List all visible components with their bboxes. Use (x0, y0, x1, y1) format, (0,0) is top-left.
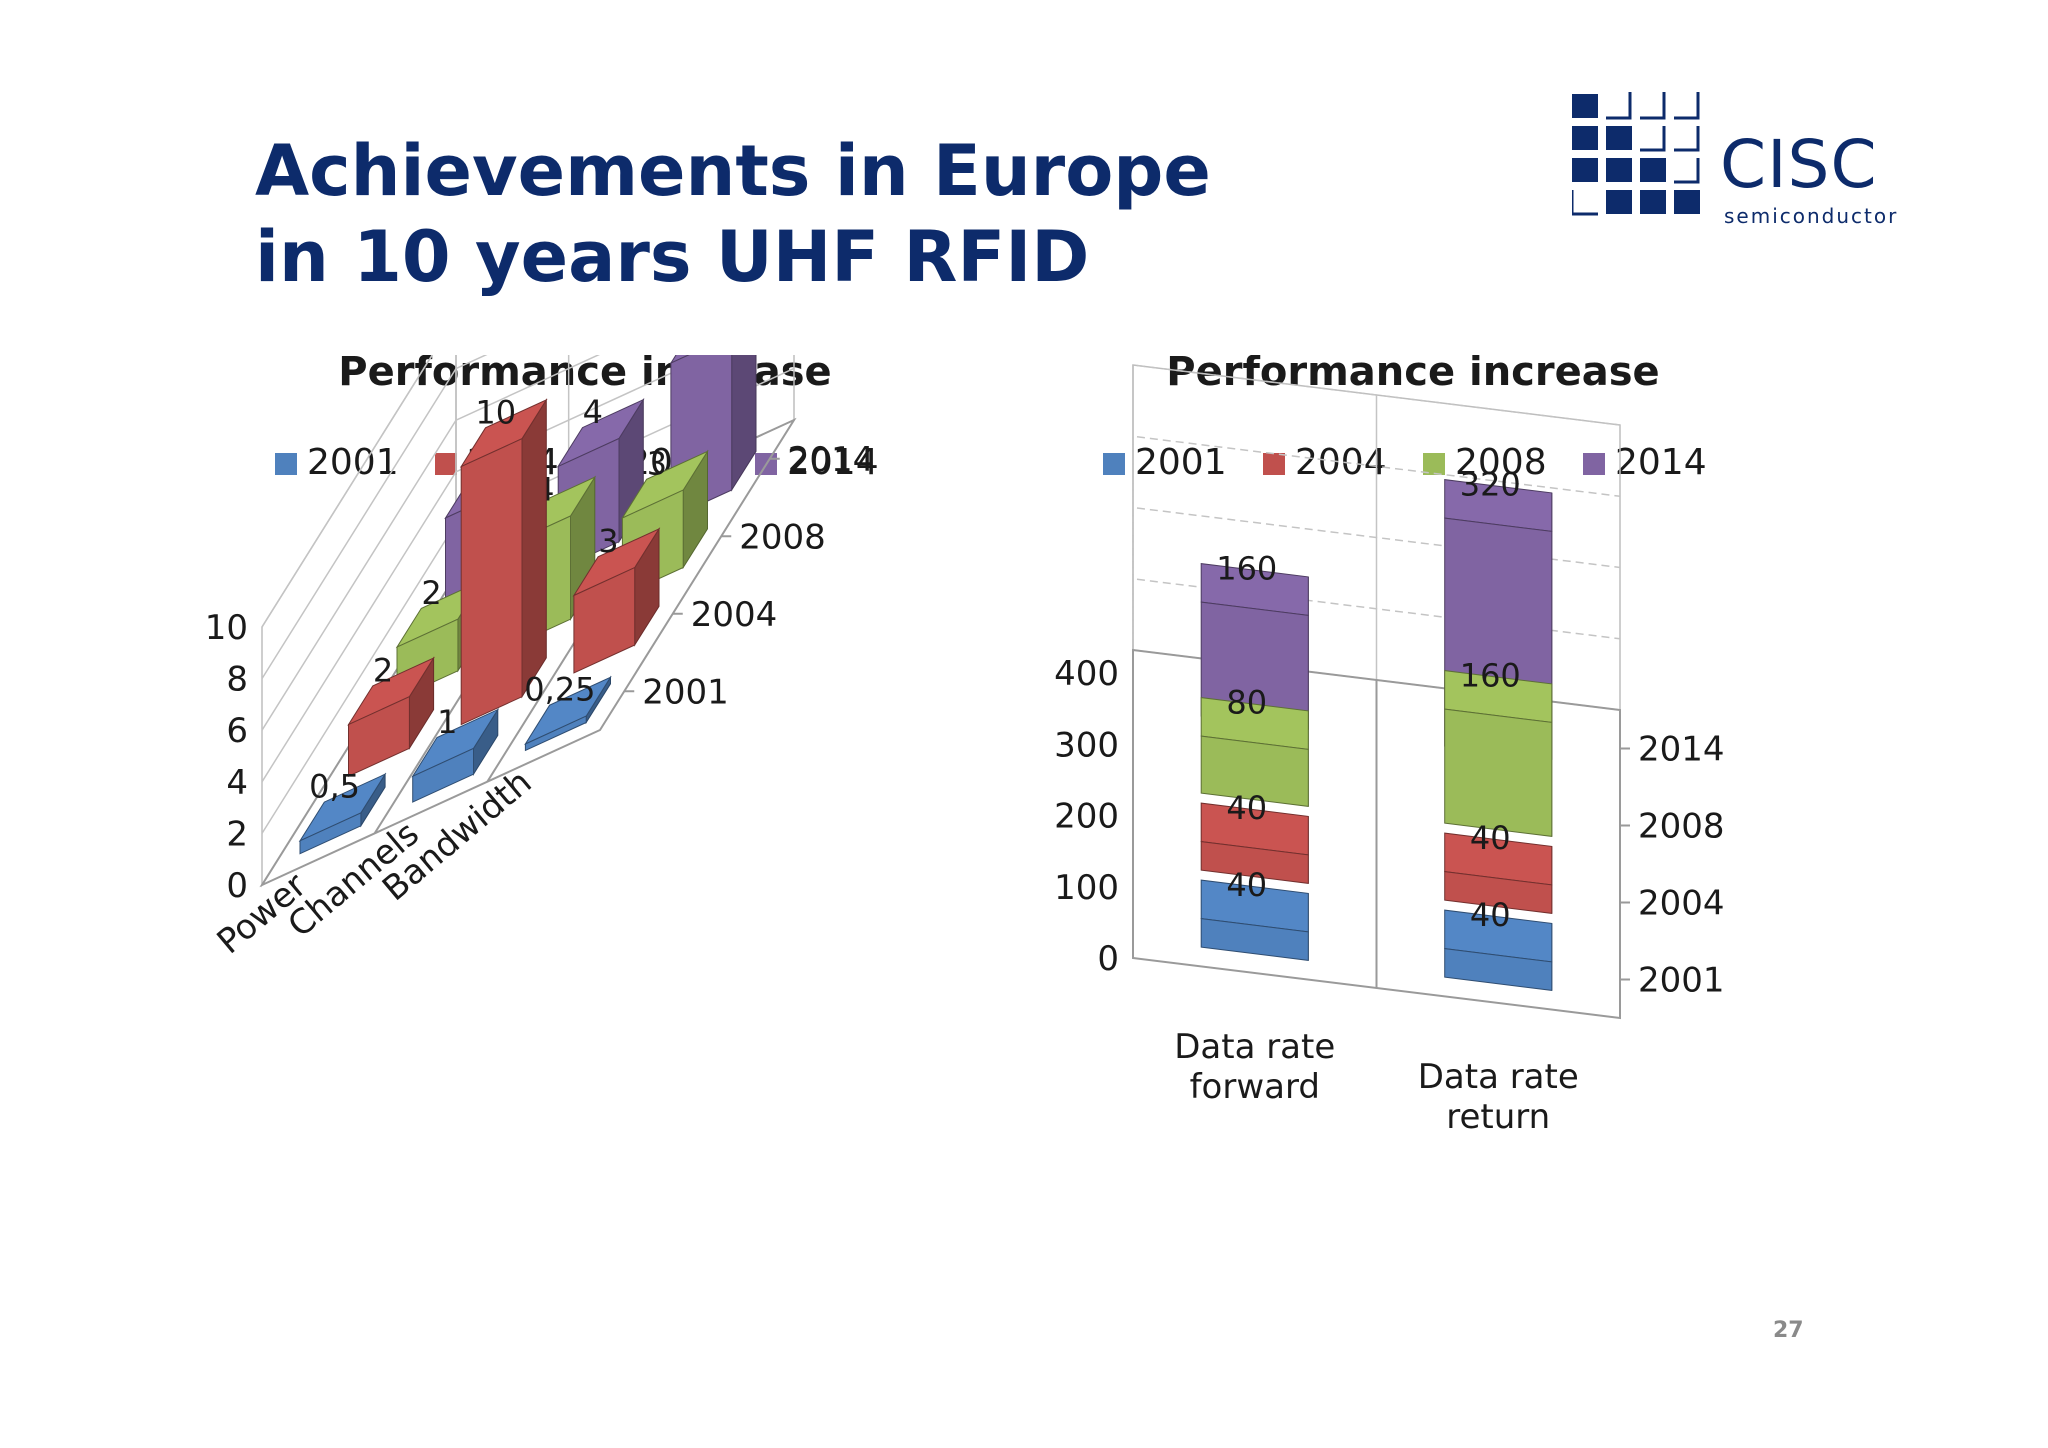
left-data-label: 3 (598, 522, 618, 560)
right-y-tick-label: 200 (1054, 797, 1119, 837)
left-legend-item-2001: 2001 (275, 442, 399, 483)
right-depth-label-2004: 2004 (1638, 884, 1725, 924)
left-y-tick-label: 0 (226, 866, 248, 906)
left-legend-label-2014: 2014 (787, 442, 879, 483)
left-y-tick-label: 4 (226, 763, 248, 803)
right-category-label: Data rate forward (1174, 1027, 1335, 1107)
right-bar-2014-0 (1200, 563, 1309, 730)
right-bar-2004-0 (1200, 802, 1309, 884)
left-data-label: 1 (437, 703, 457, 741)
left-bar-side (521, 398, 547, 699)
right-bar-front (1200, 918, 1309, 961)
right-data-label: 40 (1226, 789, 1267, 827)
right-bar-2001-0 (1200, 879, 1309, 961)
right-legend-label-2004: 2004 (1295, 442, 1387, 483)
right-legend-item-2014: 2014 (1583, 442, 1707, 483)
page-number: 27 (1773, 1318, 1804, 1343)
right-depth-label-2001: 2001 (1638, 961, 1725, 1001)
left-gridline-6 (261, 355, 600, 731)
left-legend-label-2001: 2001 (307, 442, 399, 483)
chart-performance-right: Performance increase 2001 2004 2008 2014 0 100… (1000, 355, 2000, 1185)
right-floor (1132, 648, 1621, 1020)
chart-left-svg: Performance increase20012004200820140246… (205, 355, 879, 962)
left-bar-front (348, 695, 410, 777)
logo-name: CISC (1720, 126, 1878, 203)
left-data-label: 2 (421, 574, 441, 612)
chart-performance-left: Performance increase20012004200820140246… (0, 355, 960, 1185)
right-category-label: Data rate return (1418, 1057, 1579, 1137)
right-bar-front (1200, 735, 1309, 807)
left-depth-label-2014: 2014 (788, 440, 875, 480)
slide-title: Achievements in Europe in 10 years UHF R… (255, 128, 1255, 300)
left-depth-label-2004: 2004 (691, 595, 778, 635)
left-legend-swatch-2004 (435, 453, 457, 475)
left-legend-swatch-2001 (275, 453, 297, 475)
right-legend-swatch-2014 (1583, 453, 1605, 475)
right-legend-item-2001: 2001 (1103, 442, 1227, 483)
logo-tagline: semiconductor (1724, 204, 1899, 228)
logo-grid-icon (1572, 92, 1700, 216)
left-y-tick-label: 2 (226, 814, 248, 854)
right-data-label: 320 (1460, 466, 1521, 504)
right-bar-front (1444, 948, 1553, 991)
left-bar-2004-1 (459, 398, 548, 726)
right-bar-2004-1 (1444, 832, 1553, 914)
right-legend-label-2014: 2014 (1615, 442, 1707, 483)
slide-title-line-1: Achievements in Europe (255, 130, 1211, 212)
left-bar-front (524, 715, 587, 752)
slide-title-line-2: in 10 years UHF RFID (255, 216, 1090, 298)
left-bar-front (573, 566, 636, 674)
right-bar-2008-0 (1200, 697, 1309, 807)
left-bar-2001-0 (298, 772, 387, 855)
chart-right-svg: Performance increase 2001 2004 2008 2014 0 100… (1054, 355, 1725, 1137)
left-bar-2001-1 (411, 707, 500, 803)
right-y-tick-label: 300 (1054, 725, 1119, 765)
right-bar-front (1444, 871, 1553, 914)
right-bar-front (1200, 841, 1309, 884)
left-data-label: 4 (583, 393, 603, 431)
left-bar-2004-0 (347, 656, 435, 777)
company-logo: CISC semiconductor (1572, 92, 1902, 232)
right-depth-label-2008: 2008 (1638, 807, 1725, 847)
right-data-label: 40 (1226, 866, 1267, 904)
right-legend-label-2008: 2008 (1455, 442, 1547, 483)
right-data-label: 40 (1470, 819, 1511, 857)
right-data-label: 40 (1470, 896, 1511, 934)
right-data-label: 160 (1216, 550, 1277, 588)
left-data-label: 2 (373, 651, 393, 689)
left-data-label: 0,25 (524, 671, 595, 709)
left-y-tick-label: 6 (226, 711, 248, 751)
right-legend-label-2001: 2001 (1135, 442, 1227, 483)
left-y-tick-label: 8 (226, 660, 248, 700)
right-legend-item-2004: 2004 (1263, 442, 1387, 483)
left-depth-label-2008: 2008 (739, 517, 826, 557)
left-bar-front (299, 812, 362, 855)
right-data-label: 160 (1460, 657, 1521, 695)
left-gridline-8 (261, 355, 488, 679)
left-bar-2001-2 (524, 675, 612, 752)
left-bar-front (412, 747, 474, 803)
right-legend-item-2008: 2008 (1423, 442, 1547, 483)
right-y-tick-label: 400 (1054, 654, 1119, 694)
right-bar-front (1444, 708, 1553, 837)
left-data-label: 3 (647, 445, 667, 483)
left-bar-side (731, 355, 757, 492)
right-data-label: 80 (1226, 684, 1267, 722)
left-depth-label-2001: 2001 (642, 672, 729, 712)
left-y-tick-label: 10 (205, 608, 248, 648)
right-y-tick-label: 0 (1097, 939, 1119, 979)
right-y-tick-label: 100 (1054, 868, 1119, 908)
right-bar-2008-1 (1444, 670, 1553, 837)
left-bar-2004-2 (572, 527, 661, 674)
right-legend-swatch-2008 (1423, 453, 1445, 475)
right-chart-title: Performance increase (1166, 355, 1659, 395)
left-data-label: 10 (475, 393, 516, 431)
left-bar-front (460, 437, 523, 726)
left-data-label: 0,5 (309, 768, 360, 806)
right-legend-swatch-2004 (1263, 453, 1285, 475)
left-gridline-10 (261, 355, 434, 628)
right-bar-2001-1 (1444, 909, 1553, 991)
right-legend-swatch-2001 (1103, 453, 1125, 475)
right-depth-label-2014: 2014 (1638, 730, 1725, 770)
